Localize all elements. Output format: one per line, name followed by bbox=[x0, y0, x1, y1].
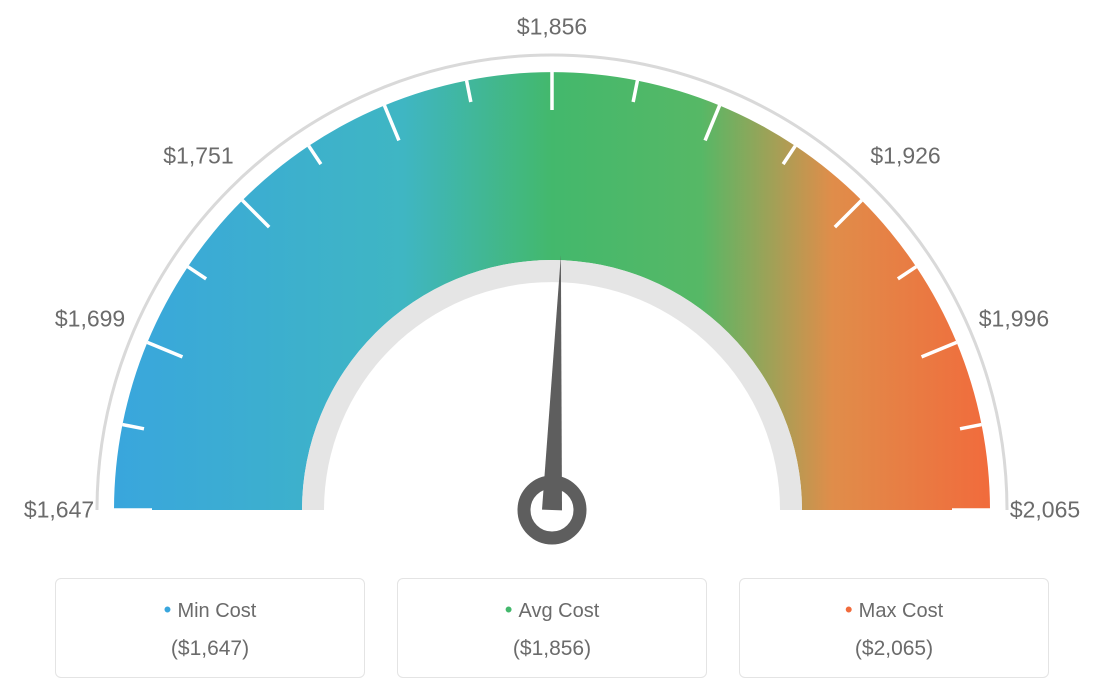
legend-value-avg: ($1,856) bbox=[408, 637, 696, 661]
gauge-tick-label: $1,856 bbox=[517, 14, 587, 41]
legend-card-avg: Avg Cost ($1,856) bbox=[397, 578, 707, 678]
legend-value-min: ($1,647) bbox=[66, 637, 354, 661]
gauge-tick-label: $1,926 bbox=[870, 143, 940, 170]
legend-title-max: Max Cost bbox=[750, 597, 1038, 623]
legend-title-min: Min Cost bbox=[66, 597, 354, 623]
gauge-tick-label: $1,751 bbox=[163, 143, 233, 170]
legend-title-avg: Avg Cost bbox=[408, 597, 696, 623]
legend-row: Min Cost ($1,647) Avg Cost ($1,856) Max … bbox=[20, 578, 1084, 678]
gauge-tick-label: $1,996 bbox=[979, 305, 1049, 332]
gauge-tick-label: $1,647 bbox=[24, 497, 94, 524]
gauge-container: $1,647$1,699$1,751$1,856$1,926$1,996$2,0… bbox=[20, 20, 1084, 560]
gauge-tick-label: $2,065 bbox=[1010, 497, 1080, 524]
legend-value-max: ($2,065) bbox=[750, 637, 1038, 661]
gauge-chart bbox=[20, 20, 1084, 560]
legend-card-min: Min Cost ($1,647) bbox=[55, 578, 365, 678]
gauge-tick-label: $1,699 bbox=[55, 305, 125, 332]
legend-card-max: Max Cost ($2,065) bbox=[739, 578, 1049, 678]
